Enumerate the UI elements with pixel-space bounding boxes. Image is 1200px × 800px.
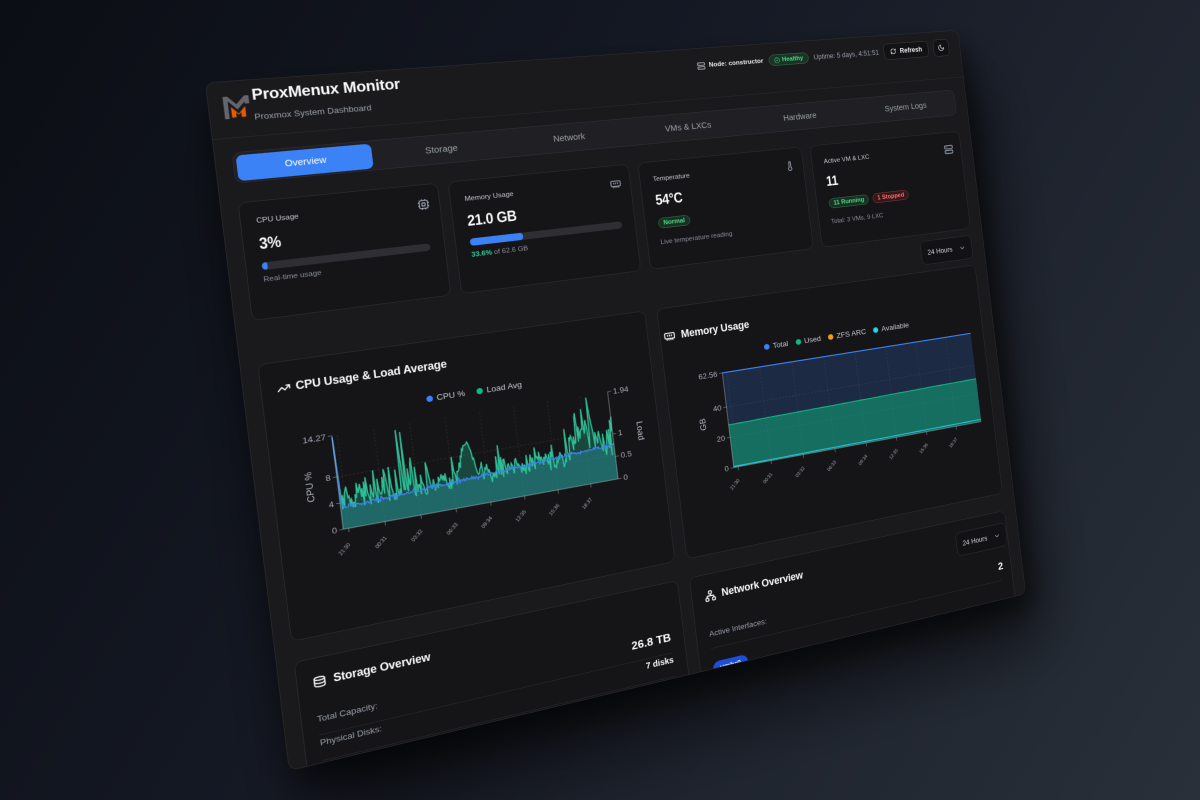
svg-text:62.56: 62.56 [698,370,718,382]
svg-text:18:37: 18:37 [949,437,959,449]
svg-text:12:35: 12:35 [889,448,900,461]
svg-text:15:36: 15:36 [919,442,929,454]
svg-text:09:34: 09:34 [481,515,494,529]
svg-text:21:30: 21:30 [338,542,352,557]
svg-text:06:33: 06:33 [827,460,838,473]
svg-text:00:31: 00:31 [375,535,389,550]
svg-text:15:36: 15:36 [549,503,562,517]
svg-text:1.94: 1.94 [612,384,629,396]
svg-text:CPU %: CPU % [303,471,317,503]
svg-text:14.27: 14.27 [302,432,326,446]
svg-text:03:32: 03:32 [795,466,806,479]
svg-text:1: 1 [618,428,624,438]
svg-text:0.5: 0.5 [620,450,632,461]
svg-text:8: 8 [325,474,331,485]
svg-text:4: 4 [328,500,334,511]
svg-text:09:34: 09:34 [858,454,869,467]
svg-text:06:33: 06:33 [446,522,460,536]
svg-text:0: 0 [623,473,629,483]
svg-text:20: 20 [716,434,725,444]
svg-text:40: 40 [713,404,722,414]
svg-text:Load: Load [634,421,645,442]
svg-text:12:35: 12:35 [515,509,528,523]
svg-text:00:31: 00:31 [763,472,774,485]
svg-text:0: 0 [724,465,729,475]
svg-text:0: 0 [331,526,337,537]
svg-text:18:37: 18:37 [582,497,595,511]
svg-text:03:32: 03:32 [411,528,425,542]
svg-text:21:30: 21:30 [730,478,742,491]
svg-text:GB: GB [699,418,709,432]
